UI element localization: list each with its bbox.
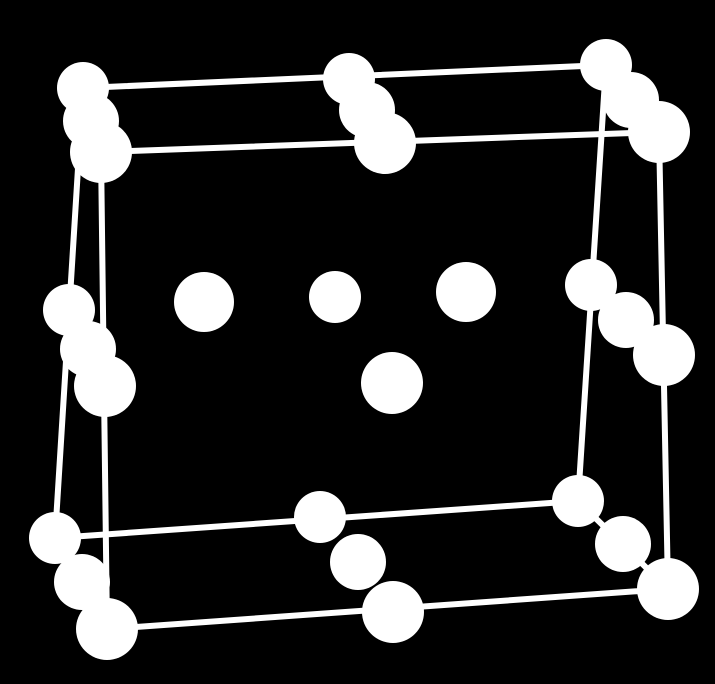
lattice-atom: [339, 82, 395, 138]
lattice-atom: [361, 352, 423, 414]
lattice-atom: [436, 262, 496, 322]
lattice-atom: [63, 93, 119, 149]
lattice-atom: [595, 516, 651, 572]
lattice-atom: [552, 475, 604, 527]
lattice-atom: [330, 534, 386, 590]
lattice-atom: [603, 72, 659, 128]
crystal-lattice-diagram: [0, 0, 715, 684]
lattice-atom: [362, 581, 424, 643]
lattice-atom: [309, 271, 361, 323]
lattice-atom: [598, 292, 654, 348]
lattice-atom: [60, 321, 116, 377]
lattice-atom: [637, 558, 699, 620]
lattice-atom: [54, 554, 110, 610]
lattice-atom: [174, 272, 234, 332]
lattice-atom: [294, 491, 346, 543]
